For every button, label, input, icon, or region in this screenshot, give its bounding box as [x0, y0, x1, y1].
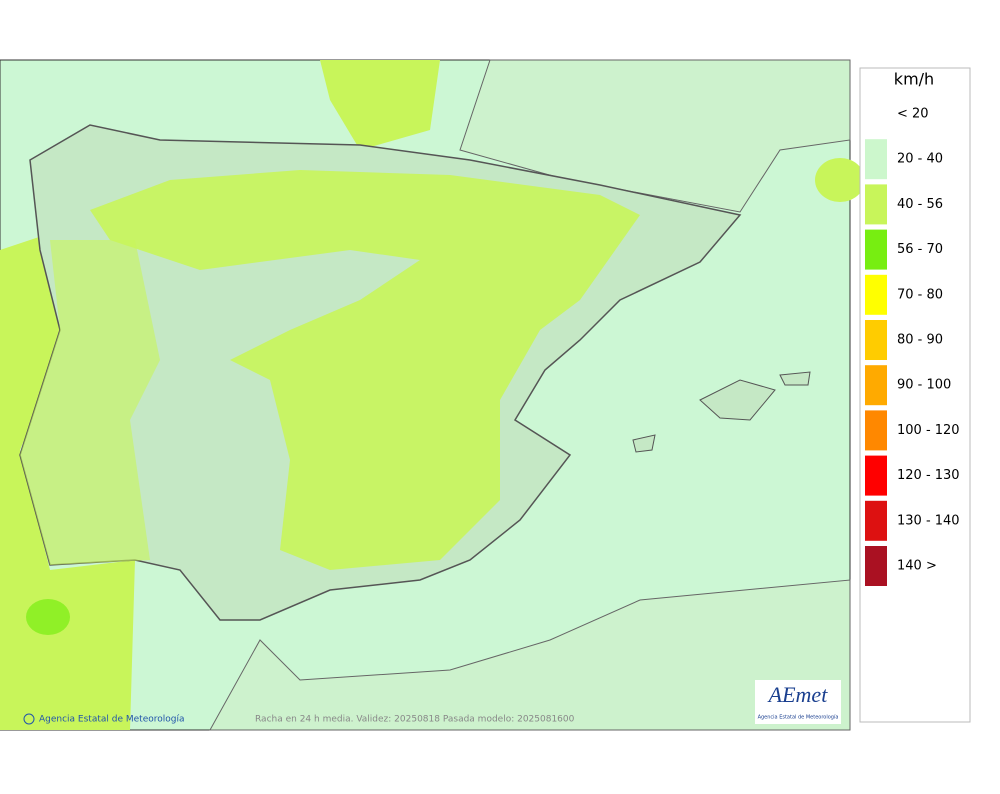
- mallorca: [699, 379, 776, 421]
- legend-swatch: [865, 184, 887, 225]
- ibiza: [632, 434, 656, 453]
- legend-label: 130 - 140: [897, 513, 960, 528]
- wind-patch: [320, 60, 440, 150]
- logo: AEmet: [767, 682, 829, 707]
- legend-label: 120 - 130: [897, 468, 960, 483]
- legend-swatch: [865, 365, 887, 406]
- legend-swatch: [865, 139, 887, 180]
- legend-swatch: [865, 455, 887, 496]
- wind-patch: [26, 599, 70, 635]
- caption: Racha en 24 h media. Validez: 20250818 P…: [255, 715, 575, 725]
- legend-swatch: [865, 500, 887, 541]
- legend-label: 70 - 80: [897, 287, 943, 302]
- legend-label: 140 >: [897, 559, 937, 574]
- france: [459, 59, 851, 213]
- copyright-icon: [23, 713, 35, 725]
- wind-patch: [90, 170, 640, 570]
- legend-label: 40 - 56: [897, 197, 943, 212]
- legend: km/h < 20 20 - 40 40 - 56 56 - 70 70 - 80 80 …: [859, 67, 971, 723]
- legend-swatch: [865, 229, 887, 270]
- credit: Agencia Estatal de Meteorología: [39, 715, 185, 725]
- legend-label: 56 - 70: [897, 242, 943, 257]
- legend-swatch: [865, 274, 887, 315]
- legend-swatch: [865, 410, 887, 451]
- legend-swatch: [865, 546, 887, 586]
- wind-patch: [20, 240, 160, 565]
- africa: [209, 579, 851, 731]
- map: Agencia Estatal de Meteorología Racha en…: [0, 59, 865, 731]
- logo-box: [755, 680, 841, 724]
- legend-label: 100 - 120: [897, 423, 960, 438]
- wind-patch: [815, 158, 865, 202]
- legend-swatch: [865, 320, 887, 360]
- legend-label: 20 - 40: [897, 152, 943, 167]
- logo-subtitle: Agencia Estatal de Meteorología: [758, 714, 839, 721]
- legend-title: km/h: [894, 70, 934, 89]
- legend-label: < 20: [897, 107, 929, 122]
- legend-label: 90 - 100: [897, 378, 951, 393]
- menorca: [779, 371, 811, 386]
- legend-label: 80 - 90: [897, 333, 943, 348]
